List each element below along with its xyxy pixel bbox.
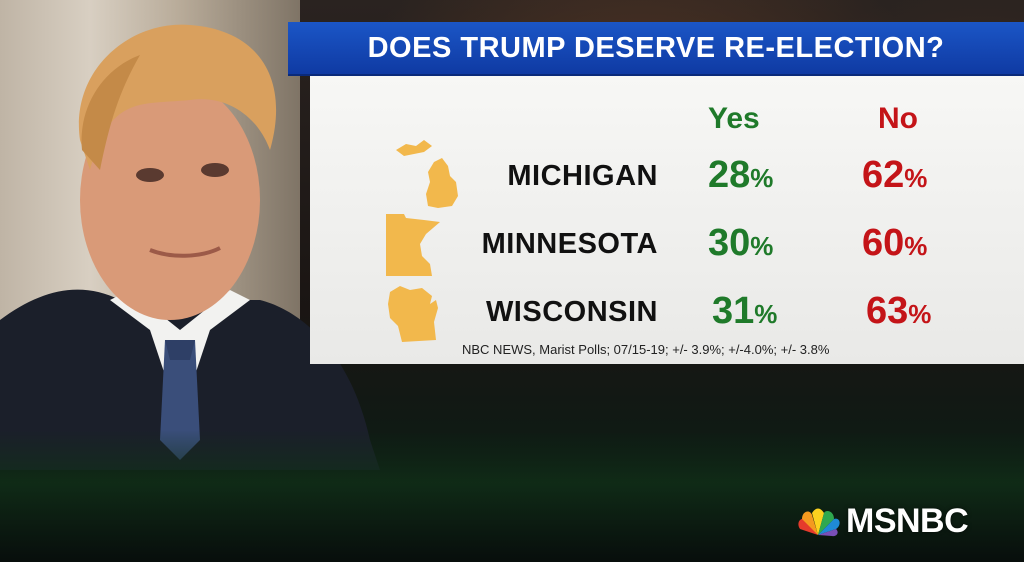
state-name: MICHIGAN <box>507 160 658 192</box>
no-value: 62% <box>862 154 928 196</box>
headline-banner: DOES TRUMP DESERVE RE-ELECTION? <box>288 22 1024 76</box>
no-value: 63% <box>866 290 932 332</box>
state-name: WISCONSIN <box>485 296 658 328</box>
wisconsin-icon <box>388 286 438 342</box>
network-name: MSNBC <box>846 502 969 540</box>
yes-value: 30% <box>708 222 774 264</box>
michigan-icon <box>396 140 458 208</box>
yes-value: 31% <box>712 290 778 332</box>
peacock-icon <box>798 508 840 536</box>
poll-row-minnesota: MINNESOTA 30% 60% <box>0 214 1024 276</box>
foreground-shadow <box>0 430 1024 562</box>
poll-row-wisconsin: WISCONSIN 31% 63% <box>0 284 1024 344</box>
minnesota-icon <box>386 214 440 276</box>
state-name: MINNESOTA <box>481 228 658 260</box>
no-value: 60% <box>862 222 928 264</box>
headline-title: DOES TRUMP DESERVE RE-ELECTION? <box>367 31 945 64</box>
poll-source-note: NBC NEWS, Marist Polls; 07/15-19; +/- 3.… <box>462 342 830 357</box>
network-logo: MSNBC <box>796 502 969 541</box>
yes-value: 28% <box>708 154 774 196</box>
column-header-yes: Yes <box>708 102 760 135</box>
column-header-no: No <box>878 102 918 135</box>
poll-row-michigan: MICHIGAN 28% 62% <box>0 140 1024 210</box>
